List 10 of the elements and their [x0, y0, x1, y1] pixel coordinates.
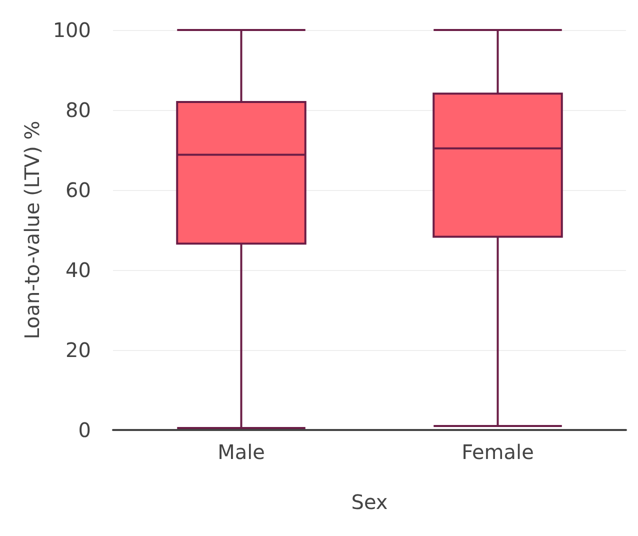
x-tick-label: Female	[462, 440, 534, 464]
x-axis-title: Sex	[351, 490, 388, 514]
y-tick-label: 20	[66, 338, 91, 362]
x-tick-label: Male	[218, 440, 265, 464]
y-tick-label: 60	[66, 178, 91, 202]
y-axis-title: Loan-to-value (LTV) %	[20, 120, 44, 340]
y-tick-label: 40	[66, 258, 91, 282]
y-tick-label: 100	[52, 18, 91, 42]
y-tick-label: 0	[78, 418, 91, 442]
y-tick-label: 80	[66, 98, 91, 122]
